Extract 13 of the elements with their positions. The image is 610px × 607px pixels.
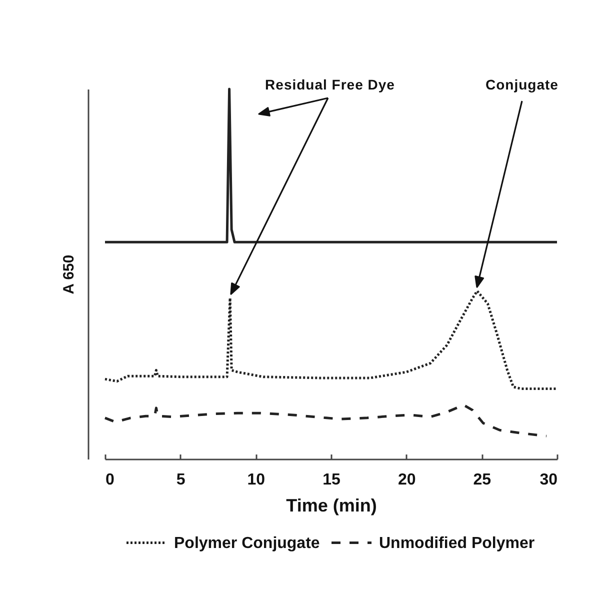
x-tick-label: 25 (473, 472, 492, 488)
x-tick-label: 20 (398, 472, 416, 488)
legend-label: Polymer Conjugate (174, 534, 320, 552)
x-tick-label: 0 (106, 472, 114, 488)
legend-label: Unmodified Polymer (379, 534, 535, 552)
x-axis-title: Time (min) (286, 496, 377, 516)
x-tick-label: 5 (176, 472, 186, 488)
annotation: Conjugate (486, 76, 558, 93)
annotation: Residual Free Dye (265, 76, 395, 93)
x-tick-label: 30 (540, 472, 558, 488)
y-axis-title: A 650 (60, 254, 78, 294)
x-tick-label: 10 (247, 472, 266, 488)
x-tick-label: 15 (322, 472, 340, 488)
